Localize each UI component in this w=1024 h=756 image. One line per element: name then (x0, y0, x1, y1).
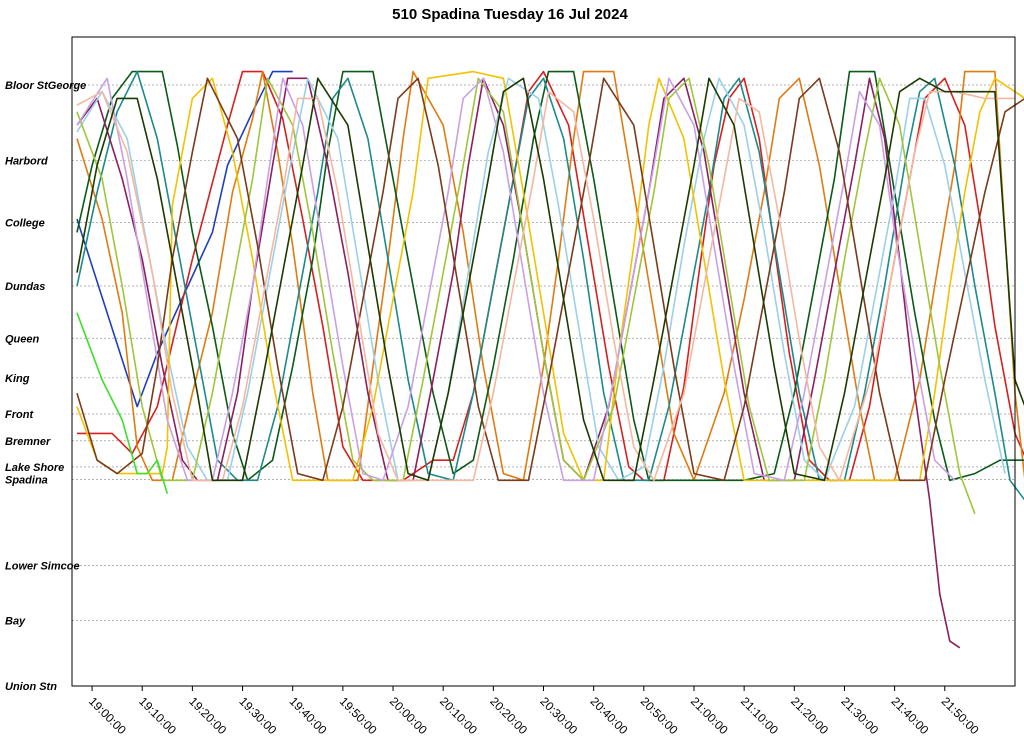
stop-label: Bloor StGeorge (5, 80, 86, 92)
stop-label: King (5, 373, 30, 385)
x-tick-label: 21:20:00 (788, 694, 831, 737)
stop-label: Union Stn (5, 681, 57, 693)
x-tick-label: 21:50:00 (939, 694, 982, 737)
x-tick-label: 21:40:00 (888, 694, 931, 737)
vehicle-trace-1 (76, 70, 293, 408)
vehicle-trace-14 (76, 312, 169, 494)
x-tick-label: 19:40:00 (287, 694, 330, 737)
stop-label: College (5, 217, 45, 229)
x-tick-label: 19:50:00 (337, 694, 380, 737)
vehicle-trace-4 (76, 70, 1024, 482)
stop-label: Harbord (5, 156, 48, 168)
x-tick-label: 20:30:00 (537, 694, 580, 737)
vehicle-trace-5 (76, 70, 1024, 501)
x-tick-label: 20:50:00 (638, 694, 681, 737)
x-tick-label: 21:10:00 (738, 694, 781, 737)
vehicle-trace-11 (76, 77, 1024, 482)
vehicle-trace-8 (76, 70, 1024, 482)
stop-label: Bremner (5, 436, 51, 448)
chart-title: 510 Spadina Tuesday 16 Jul 2024 (392, 6, 628, 23)
time-axis-labels: 19:00:00 19:10:00 19:20:00 19:30:00 19:40:00… (86, 686, 982, 737)
vehicle-trace-7 (76, 77, 1006, 482)
stop-label: Dundas (5, 281, 45, 293)
stop-labels: Bloor StGeorge Harbord College Dundas Queen K… (5, 80, 86, 693)
stop-label: Front (5, 409, 34, 421)
stop-label: Queen (5, 333, 40, 345)
vehicle-trace-13 (76, 77, 1024, 482)
stop-label: Spadina (5, 475, 48, 487)
x-tick-label: 20:20:00 (487, 694, 530, 737)
vehicle-trace-9 (76, 77, 976, 515)
x-tick-label: 20:00:00 (387, 694, 430, 737)
stop-label: Lower Simcoe (5, 560, 80, 572)
x-tick-label: 21:30:00 (838, 694, 881, 737)
x-tick-label: 20:40:00 (588, 694, 631, 737)
x-tick-label: 19:00:00 (86, 694, 129, 737)
x-tick-label: 21:00:00 (688, 694, 731, 737)
x-tick-label: 19:10:00 (136, 694, 179, 737)
vehicle-trace-3 (76, 70, 1024, 482)
x-tick-label: 19:30:00 (236, 694, 279, 737)
x-tick-label: 20:10:00 (437, 694, 480, 737)
vehicle-trace-12 (76, 90, 1015, 482)
stop-label: Lake Shore (5, 462, 64, 474)
vehicle-trace-10 (76, 77, 956, 482)
stop-label: Bay (5, 615, 26, 627)
vehicle-traces (76, 70, 1024, 649)
x-tick-label: 19:20:00 (186, 694, 229, 737)
